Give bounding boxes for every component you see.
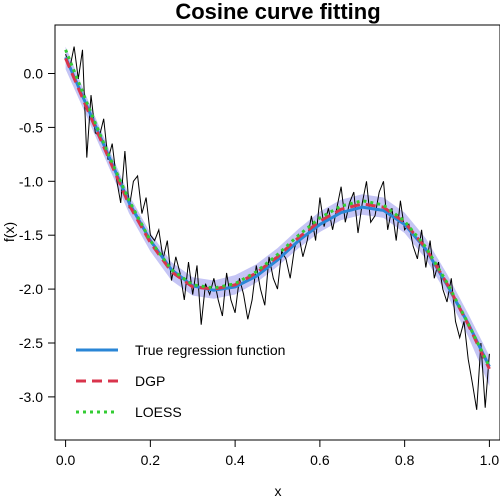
y-tick-label: -3.0 — [19, 389, 43, 405]
legend-label-0: True regression function — [135, 342, 285, 358]
x-tick-label: 0.0 — [56, 452, 76, 468]
legend-label-1: DGP — [135, 373, 165, 389]
confidence-band-layer — [65, 46, 490, 387]
chart-title: Cosine curve fitting — [175, 0, 380, 24]
x-tick-label: 1.0 — [480, 452, 500, 468]
y-axis: 0.0 -0.5 -1.0 -1.5 -2.0 -2.5 -3.0 — [19, 66, 55, 405]
y-tick-label: -1.5 — [19, 227, 43, 243]
series-line-1 — [64, 57, 491, 370]
series-line-2 — [64, 49, 491, 368]
confidence-band — [65, 46, 490, 387]
y-tick-label: -0.5 — [19, 119, 43, 135]
plot-frame — [54, 24, 500, 441]
x-tick-label: 0.2 — [141, 452, 161, 468]
x-tick-label: 0.4 — [225, 452, 245, 468]
x-axis-title: x — [275, 483, 282, 499]
observed-data-layer — [65, 46, 490, 410]
legend-label-2: LOESS — [135, 404, 182, 420]
x-tick-label: 0.8 — [395, 452, 415, 468]
x-tick-label: 0.6 — [310, 452, 330, 468]
y-tick-label: -2.5 — [19, 335, 43, 351]
x-axis: 0.0 0.2 0.4 0.6 0.8 1.0 — [56, 440, 499, 468]
legend: True regression function DGP LOESS — [76, 342, 285, 420]
fit-lines-layer — [64, 49, 491, 370]
y-tick-label: -1.0 — [19, 173, 43, 189]
plot-frame-group — [54, 24, 500, 441]
y-tick-label: -2.0 — [19, 281, 43, 297]
y-axis-title: f(x) — [1, 222, 17, 242]
y-tick-label: 0.0 — [24, 66, 44, 82]
observed-data-line — [65, 46, 490, 410]
